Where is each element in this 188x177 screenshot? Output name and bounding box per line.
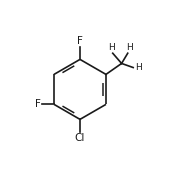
Text: H: H: [108, 43, 115, 52]
Text: F: F: [35, 99, 40, 109]
Text: H: H: [126, 43, 133, 52]
Text: F: F: [77, 36, 83, 46]
Text: Cl: Cl: [75, 133, 85, 143]
Text: H: H: [135, 63, 142, 72]
